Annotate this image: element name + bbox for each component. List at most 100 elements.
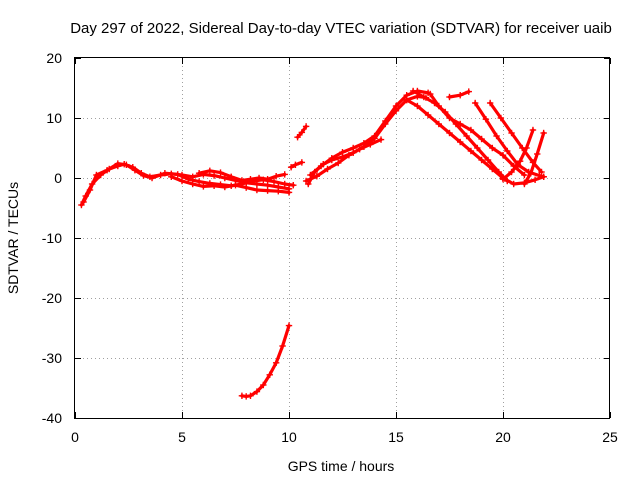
- y-tick-label: 0: [54, 170, 62, 186]
- data-point: [206, 167, 214, 174]
- data-point: [195, 170, 203, 177]
- data-point: [287, 164, 295, 171]
- plot-frame: [74, 57, 610, 419]
- data-point: [302, 177, 310, 185]
- series-arc-q: [521, 129, 547, 188]
- data-point: [540, 129, 547, 137]
- data-point: [516, 158, 524, 165]
- data-point: [328, 156, 335, 164]
- tick-layer: 0 5 10 15 20 25 -40 -30 -20 -10 0 10 20: [42, 50, 618, 445]
- data-point: [243, 184, 250, 191]
- data-point: [275, 188, 282, 195]
- x-tick-label: 25: [602, 429, 618, 445]
- series-arc-p: [499, 126, 537, 183]
- y-tick-label: 20: [46, 50, 62, 66]
- data-point: [478, 156, 485, 164]
- x-axis-label: GPS time / hours: [288, 458, 395, 474]
- data-point: [123, 161, 130, 168]
- data-point: [382, 120, 389, 128]
- data-point: [247, 176, 254, 183]
- data-point: [189, 180, 196, 188]
- series-layer: [78, 87, 547, 400]
- data-point: [467, 126, 475, 134]
- data-point: [178, 177, 186, 185]
- data-point: [508, 129, 515, 137]
- data-point: [414, 102, 421, 110]
- data-point: [474, 144, 481, 152]
- series-arc-i: [302, 136, 385, 185]
- data-point: [377, 136, 385, 143]
- data-point: [523, 144, 530, 152]
- series-arc-k: [403, 96, 547, 188]
- data-point: [538, 168, 545, 176]
- series-arc-e: [287, 159, 306, 171]
- data-point: [320, 161, 327, 168]
- data-point: [499, 152, 507, 159]
- data-point: [148, 174, 156, 182]
- data-point: [521, 180, 528, 188]
- data-point: [540, 173, 547, 180]
- series-arc-m: [446, 88, 472, 101]
- data-point: [471, 99, 479, 107]
- data-point: [103, 167, 111, 174]
- x-tick-label: 20: [495, 429, 511, 445]
- data-point: [345, 152, 353, 159]
- data-point: [210, 172, 218, 179]
- data-point: [264, 176, 271, 183]
- data-point: [457, 138, 464, 146]
- data-point: [508, 168, 515, 176]
- y-axis-label: SDTVAR / TECUs: [5, 182, 21, 294]
- x-tick-label: 0: [71, 429, 79, 445]
- data-point: [371, 135, 378, 142]
- data-point: [531, 176, 539, 183]
- data-point: [266, 371, 273, 378]
- data-point: [403, 96, 410, 104]
- data-point: [290, 182, 297, 189]
- data-point: [80, 198, 87, 206]
- data-point: [270, 178, 278, 185]
- data-point: [210, 182, 218, 189]
- data-point: [131, 167, 139, 174]
- data-point: [335, 159, 342, 167]
- data-point: [272, 359, 280, 366]
- data-point: [298, 159, 306, 166]
- data-point: [510, 180, 517, 188]
- data-point: [217, 169, 224, 176]
- data-point: [247, 392, 254, 399]
- series-line: [447, 89, 471, 99]
- data-point: [302, 123, 310, 130]
- series-line: [411, 89, 509, 183]
- data-point: [285, 322, 293, 329]
- series-line: [522, 131, 546, 186]
- data-point: [521, 171, 528, 179]
- data-point: [367, 141, 374, 148]
- data-point: [427, 90, 434, 98]
- data-point: [93, 171, 100, 179]
- data-point: [232, 182, 239, 189]
- data-point: [285, 189, 293, 196]
- series-arc-f: [294, 123, 310, 141]
- data-point: [420, 93, 428, 101]
- data-point: [435, 102, 442, 110]
- y-tick-label: -20: [42, 290, 62, 306]
- data-point: [435, 120, 442, 128]
- data-point: [527, 170, 535, 177]
- data-point: [174, 171, 181, 178]
- x-tick-label: 10: [281, 429, 297, 445]
- data-point: [478, 135, 485, 143]
- data-point: [534, 150, 541, 158]
- data-point: [255, 174, 263, 182]
- data-point: [465, 88, 472, 95]
- data-point: [536, 172, 543, 179]
- data-point: [424, 111, 432, 119]
- series-arc-c: [168, 173, 293, 196]
- data-point: [281, 180, 288, 188]
- data-point: [292, 161, 299, 168]
- data-point: [313, 173, 321, 180]
- x-tick-label: 5: [178, 429, 186, 445]
- data-point: [392, 107, 400, 114]
- series-arc-r: [238, 322, 293, 400]
- data-point: [114, 160, 121, 167]
- data-point: [457, 120, 464, 128]
